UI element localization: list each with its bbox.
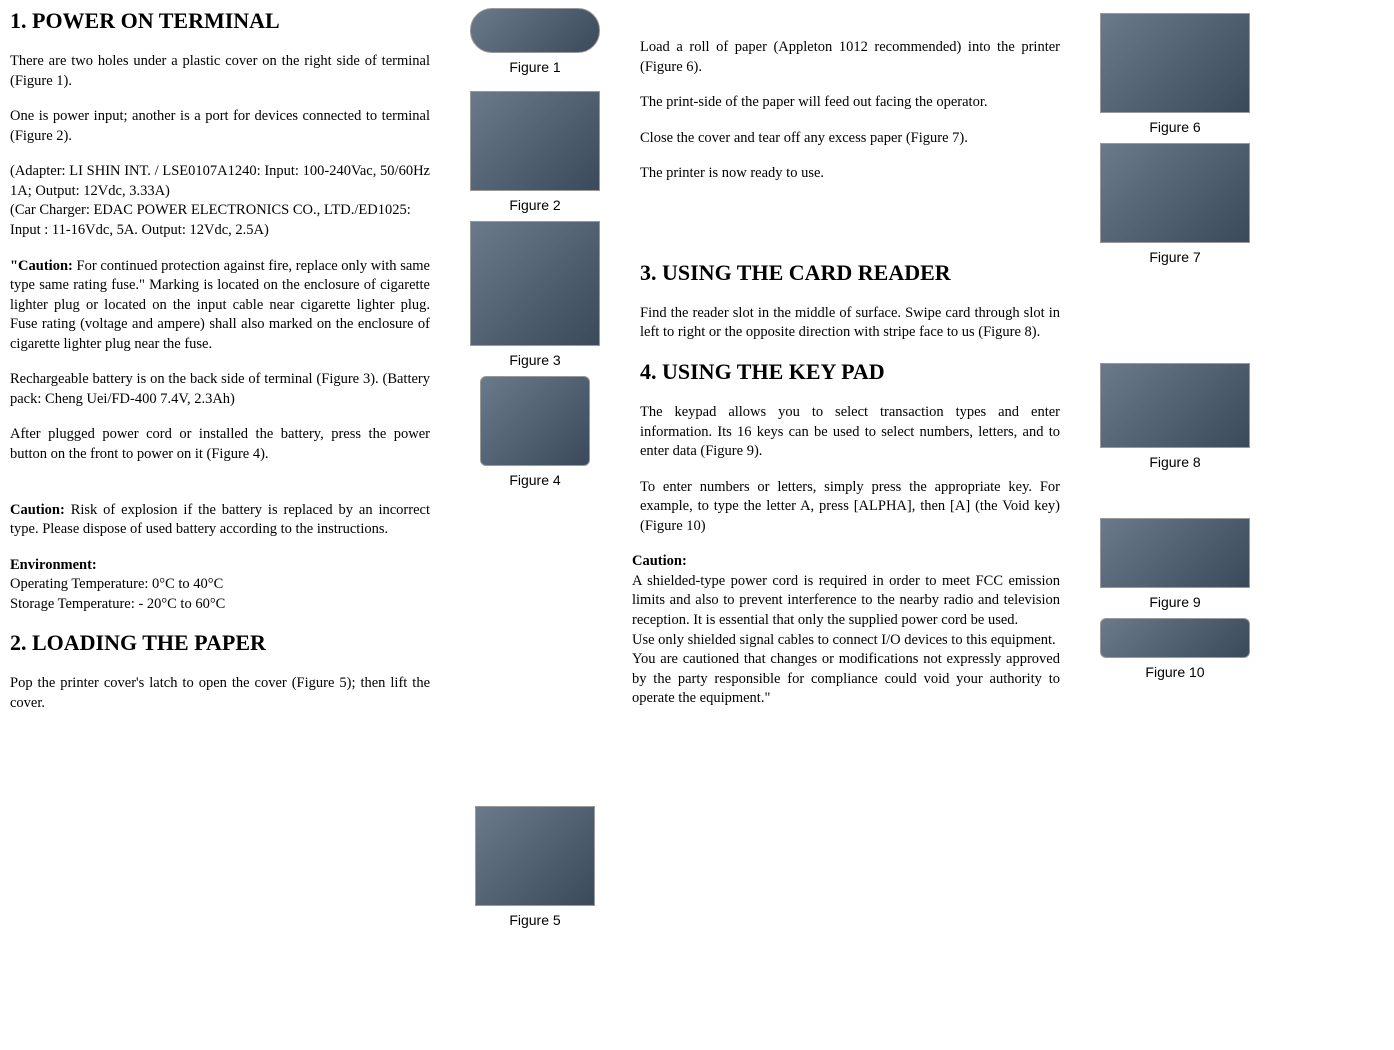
s2-p4: Close the cover and tear off any excess … (640, 129, 1060, 149)
figure-7: Figure 7 (1090, 143, 1260, 265)
figure-8-image (1100, 363, 1250, 448)
figure-2-image (470, 91, 600, 191)
figure-1: Figure 1 (460, 8, 610, 75)
figure-3-image (470, 221, 600, 346)
s1-caution2-lead: Caution: (10, 502, 65, 518)
section-3-title: 3. USING THE CARD READER (640, 260, 1060, 286)
section-1-title: 1. POWER ON TERMINAL (10, 8, 430, 34)
figure-10-image (1100, 618, 1250, 658)
s4-p1: The keypad allows you to select transact… (640, 403, 1060, 462)
figure-9: Figure 9 (1090, 518, 1260, 610)
section-2-title: 2. LOADING THE PAPER (10, 630, 430, 656)
figure-4: Figure 4 (460, 376, 610, 488)
s1-caution2-body: Risk of explosion if the battery is repl… (10, 502, 430, 538)
s1-p4: Rechargeable battery is on the back side… (10, 370, 430, 409)
s1-p2: One is power input; another is a port fo… (10, 107, 430, 146)
figure-4-image (480, 376, 590, 466)
s4-caution-p2: Use only shielded signal cables to conne… (632, 631, 1060, 651)
figure-3: Figure 3 (460, 221, 610, 368)
figure-5-label: Figure 5 (460, 912, 610, 928)
s1-p5: After plugged power cord or installed th… (10, 425, 430, 464)
s1-car-charger: (Car Charger: EDAC POWER ELECTRONICS CO.… (10, 201, 430, 240)
s4-caution-lead: Caution: (632, 552, 1060, 572)
figure-1-image (470, 8, 600, 53)
figure-6-image (1100, 13, 1250, 113)
figure-10-label: Figure 10 (1090, 664, 1260, 680)
figure-2: Figure 2 (460, 91, 610, 213)
s4-p2: To enter numbers or letters, simply pres… (640, 478, 1060, 537)
figure-10: Figure 10 (1090, 618, 1260, 680)
s1-caution1-body: For continued protection against fire, r… (10, 258, 430, 352)
s3-p1: Find the reader slot in the middle of su… (640, 304, 1060, 343)
figure-9-label: Figure 9 (1090, 594, 1260, 610)
figure-7-image (1100, 143, 1250, 243)
figure-5: Figure 5 (460, 806, 610, 928)
s2-p1: Pop the printer cover's latch to open th… (10, 674, 430, 713)
figure-9-image (1100, 518, 1250, 588)
figure-2-label: Figure 2 (460, 197, 610, 213)
figure-8-label: Figure 8 (1090, 454, 1260, 470)
s2-p5: The printer is now ready to use. (640, 164, 1060, 184)
figure-1-label: Figure 1 (460, 59, 610, 75)
s1-caution1-lead: "Caution: (10, 258, 73, 274)
env-title: Environment: (10, 556, 430, 576)
figure-6: Figure 6 (1090, 13, 1260, 135)
s1-caution2: Caution: Risk of explosion if the batter… (10, 501, 430, 540)
s4-caution-p3: You are cautioned that changes or modifi… (632, 650, 1060, 709)
env-st: Storage Temperature: - 20°C to 60°C (10, 595, 430, 615)
s1-adapter: (Adapter: LI SHIN INT. / LSE0107A1240: I… (10, 162, 430, 201)
s2-p2: Load a roll of paper (Appleton 1012 reco… (640, 38, 1060, 77)
figure-8: Figure 8 (1090, 363, 1260, 470)
figure-6-label: Figure 6 (1090, 119, 1260, 135)
s1-p1: There are two holes under a plastic cove… (10, 52, 430, 91)
section-4-title: 4. USING THE KEY PAD (640, 359, 1060, 385)
s4-caution-p1: A shielded-type power cord is required i… (632, 572, 1060, 631)
figure-7-label: Figure 7 (1090, 249, 1260, 265)
s1-caution1: "Caution: For continued protection again… (10, 257, 430, 355)
figure-5-image (475, 806, 595, 906)
figure-4-label: Figure 4 (460, 472, 610, 488)
figure-3-label: Figure 3 (460, 352, 610, 368)
env-op: Operating Temperature: 0°C to 40°C (10, 575, 430, 595)
s2-p3: The print-side of the paper will feed ou… (640, 93, 1060, 113)
